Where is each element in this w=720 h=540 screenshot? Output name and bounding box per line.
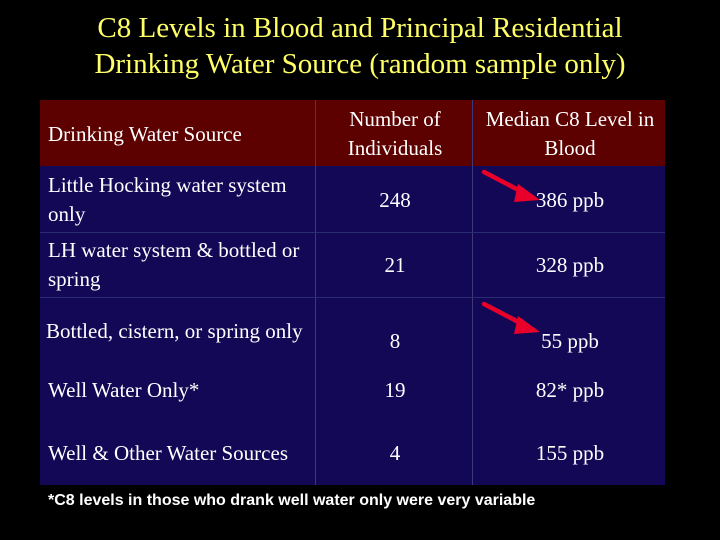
row-1-source: Little Hocking water system only [48,173,287,226]
arrow-icon [481,169,540,202]
column-divider [472,100,473,485]
row-5-count: 4 [389,440,401,465]
row-divider [40,232,665,233]
row-3-median: 55 ppb [541,328,599,353]
row-4-count: 19 [384,377,406,402]
footnote: *C8 levels in those who drank well water… [48,492,536,509]
arrow-icon [481,301,540,334]
title-line-2: Drinking Water Source (random sample onl… [94,48,626,80]
row-5-median: 155 ppb [535,440,605,465]
row-2-count: 21 [384,252,406,277]
row-divider [40,297,665,298]
row-4-median: 82* ppb [535,377,605,402]
header-count: Number of Individuals [347,107,443,160]
table-header-row [40,100,665,166]
data-table: Drinking Water Source Number of Individu… [40,100,665,485]
header-source: Drinking Water Source [48,121,242,146]
column-divider [315,100,316,485]
row-1-median: 386 ppb [535,187,605,212]
title-line-1: C8 Levels in Blood and Principal Residen… [97,12,623,44]
row-5-source: Well & Other Water Sources [48,440,288,465]
row-2-source: LH water system & bottled or spring [48,238,300,291]
row-2-median: 328 ppb [535,252,605,277]
slide-title: C8 Levels in Blood and Principal Residen… [0,10,720,82]
row-4-source: Well Water Only* [48,377,200,402]
row-1-count: 248 [379,187,411,212]
header-median: Median C8 Level in Blood [485,107,655,160]
row-3-count: 8 [389,328,401,353]
row-3-source: Bottled, cistern, or spring only [46,318,303,343]
